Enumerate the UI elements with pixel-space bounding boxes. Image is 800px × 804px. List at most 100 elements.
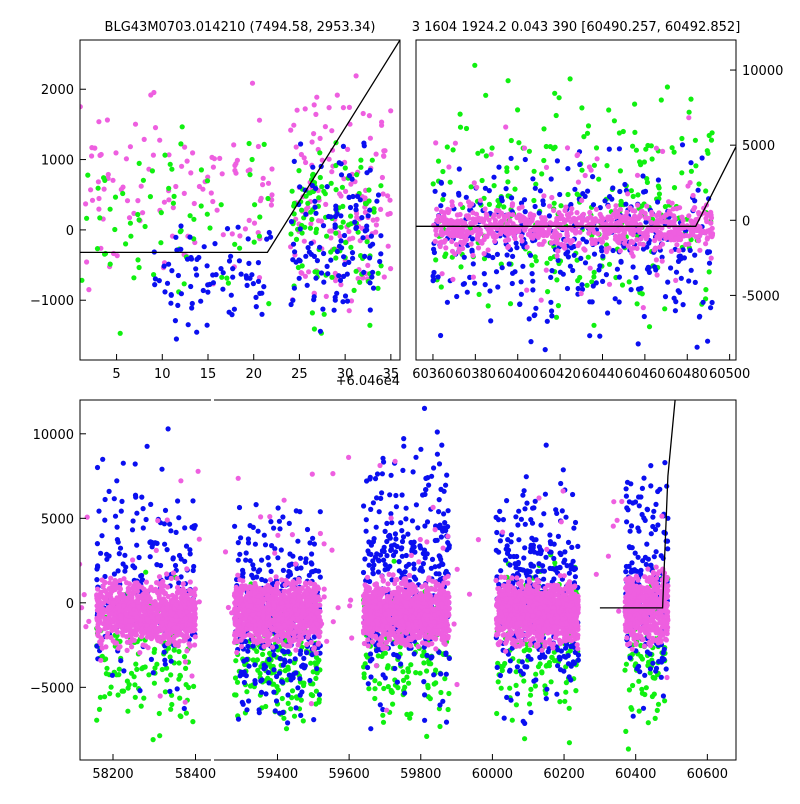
data-point-pink xyxy=(677,231,682,236)
data-point-pink xyxy=(299,271,304,276)
data-point-green xyxy=(527,149,532,154)
data-point-blue xyxy=(389,473,394,478)
data-point-blue xyxy=(266,680,271,685)
data-point-blue xyxy=(637,503,642,508)
data-point-blue xyxy=(134,511,139,516)
data-point-green xyxy=(670,145,675,150)
data-point-pink xyxy=(184,633,189,638)
data-point-green xyxy=(705,148,710,153)
data-point-blue xyxy=(636,341,641,346)
data-point-blue xyxy=(639,286,644,291)
data-point-blue xyxy=(543,555,548,560)
data-point-blue xyxy=(244,707,249,712)
data-point-pink xyxy=(643,215,648,220)
data-point-green xyxy=(143,224,148,229)
data-point-pink xyxy=(474,185,479,190)
data-point-blue xyxy=(333,222,338,227)
data-point-blue xyxy=(433,189,438,194)
data-point-blue xyxy=(556,534,561,539)
data-point-blue xyxy=(504,186,509,191)
data-point-pink xyxy=(635,203,640,208)
data-point-green xyxy=(108,262,113,267)
data-point-blue xyxy=(431,278,436,283)
data-point-blue xyxy=(530,287,535,292)
data-point-pink xyxy=(705,235,710,240)
data-point-blue xyxy=(310,165,315,170)
data-point-green xyxy=(626,746,631,751)
data-point-pink xyxy=(670,201,675,206)
data-point-blue xyxy=(514,241,519,246)
data-point-blue xyxy=(487,188,492,193)
data-point-green xyxy=(622,668,627,673)
data-point-pink xyxy=(451,220,456,225)
data-point-pink xyxy=(484,212,489,217)
data-point-blue xyxy=(558,565,563,570)
data-point-blue xyxy=(321,223,326,228)
data-point-pink xyxy=(247,218,252,223)
data-point-blue xyxy=(179,291,184,296)
data-point-blue xyxy=(279,679,284,684)
data-point-green xyxy=(188,213,193,218)
data-point-green xyxy=(585,131,590,136)
data-point-blue xyxy=(365,665,370,670)
data-point-blue xyxy=(538,523,543,528)
data-point-pink xyxy=(92,146,97,151)
data-point-blue xyxy=(652,554,657,559)
data-point-green xyxy=(514,165,519,170)
data-point-green xyxy=(635,192,640,197)
data-point-blue xyxy=(571,526,576,531)
data-point-green xyxy=(628,705,633,710)
x-tick-label: 20 xyxy=(245,367,262,382)
data-point-blue xyxy=(522,488,527,493)
data-point-blue xyxy=(664,539,669,544)
data-point-blue xyxy=(321,251,326,256)
data-point-green xyxy=(443,251,448,256)
data-point-blue xyxy=(421,679,426,684)
data-point-blue xyxy=(292,249,297,254)
data-point-green xyxy=(594,145,599,150)
data-point-pink xyxy=(140,210,145,215)
data-point-pink xyxy=(348,182,353,187)
data-point-blue xyxy=(367,280,372,285)
data-point-pink xyxy=(614,223,619,228)
data-point-green xyxy=(354,172,359,177)
data-point-pink xyxy=(388,108,393,113)
data-point-blue xyxy=(654,666,659,671)
data-point-green xyxy=(177,660,182,665)
data-point-pink xyxy=(125,648,130,653)
data-point-blue xyxy=(640,173,645,178)
data-point-pink xyxy=(269,166,274,171)
data-point-blue xyxy=(225,226,230,231)
data-point-blue xyxy=(523,522,528,527)
data-point-green xyxy=(552,201,557,206)
data-point-blue xyxy=(549,176,554,181)
data-point-green xyxy=(547,660,552,665)
data-point-green xyxy=(310,310,315,315)
data-point-blue xyxy=(433,538,438,543)
data-point-green xyxy=(318,175,323,180)
data-point-blue xyxy=(600,254,605,259)
data-point-blue xyxy=(220,287,225,292)
data-point-pink xyxy=(555,253,560,258)
data-point-green xyxy=(308,210,313,215)
data-point-pink xyxy=(313,112,318,117)
data-point-pink xyxy=(106,172,111,177)
data-point-blue xyxy=(411,469,416,474)
data-point-blue xyxy=(404,506,409,511)
data-point-blue xyxy=(194,257,199,262)
data-point-blue xyxy=(522,506,527,511)
data-point-green xyxy=(458,264,463,269)
data-point-green xyxy=(544,261,549,266)
data-point-pink xyxy=(464,237,469,242)
data-point-pink xyxy=(604,246,609,251)
data-point-blue xyxy=(362,143,367,148)
data-point-pink xyxy=(577,241,582,246)
data-point-pink xyxy=(475,233,480,238)
data-point-green xyxy=(178,714,183,719)
data-point-blue xyxy=(170,556,175,561)
data-point-blue xyxy=(175,498,180,503)
data-point-blue xyxy=(610,185,615,190)
data-point-pink xyxy=(496,214,501,219)
data-point-blue xyxy=(494,269,499,274)
data-point-blue xyxy=(254,502,259,507)
